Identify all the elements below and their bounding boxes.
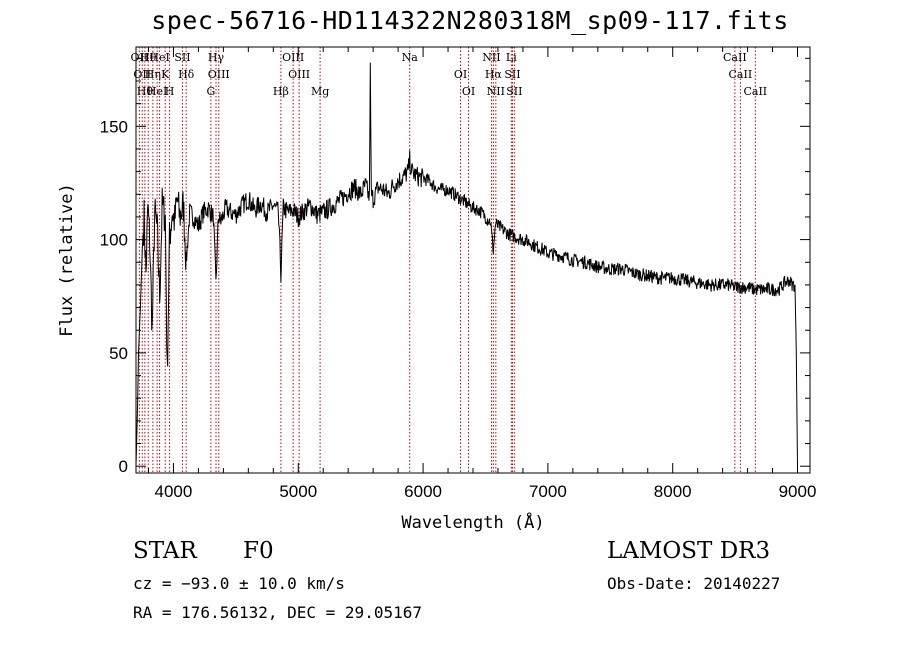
line-marker-label: SII [504, 68, 520, 81]
y-axis: 0 50 100 150 [100, 57, 810, 476]
line-marker-label: CaII [743, 85, 767, 98]
x-tick-label: 5000 [279, 482, 317, 501]
x-tick-label: 6000 [404, 482, 442, 501]
line-marker-label: OIII [288, 68, 310, 81]
object-subclass: F0 [243, 538, 274, 564]
y-tick-label: 100 [100, 231, 128, 250]
line-marker-label: CaII [729, 68, 753, 81]
line-marker-label: H [165, 85, 175, 98]
redshift-readout: cz = −93.0 ± 10.0 km/s [133, 574, 345, 593]
spectrum-line [135, 62, 798, 467]
x-tick-label: 7000 [529, 482, 567, 501]
line-marker-label: CaII [723, 51, 747, 64]
line-marker-label: OII [133, 68, 151, 81]
coordinates-readout: RA = 176.56132, DEC = 29.05167 [133, 603, 422, 622]
x-axis-label: Wavelength (Å) [401, 511, 544, 533]
line-marker-labels: OIIOIIHθHθHηHeIHeIKHSIIHδGHγOIIIHβOIIIOI… [131, 51, 768, 98]
line-marker-label: OIII [208, 68, 230, 81]
x-axis: 4000 5000 6000 7000 8000 9000 [147, 47, 817, 501]
line-marker-label: Li [506, 51, 517, 64]
x-tick-label: 4000 [155, 482, 193, 501]
line-marker-label: SII [174, 51, 190, 64]
line-marker-label: NII [487, 85, 505, 98]
y-tick-label: 0 [119, 457, 128, 476]
line-marker-label: Mg [311, 85, 329, 98]
line-marker-label: Hβ [273, 85, 289, 98]
line-marker-label: OII [131, 51, 149, 64]
line-marker-label: NII [482, 51, 500, 64]
line-marker-label: OI [454, 68, 467, 81]
line-marker-label: SII [506, 85, 522, 98]
line-marker-label: Na [402, 51, 419, 64]
line-marker-label: OI [462, 85, 475, 98]
line-marker-label: K [161, 68, 170, 81]
line-markers [138, 47, 756, 473]
line-marker-label: HeI [147, 85, 167, 98]
line-marker-label: G [206, 85, 215, 98]
line-marker-label: Hδ [178, 68, 195, 81]
line-marker-label: Hη [145, 68, 161, 81]
y-tick-label: 50 [109, 344, 128, 363]
observation-date: Obs-Date: 20140227 [607, 574, 781, 593]
chart-title: spec-56716-HD114322N280318M_sp09-117.fit… [151, 6, 789, 35]
line-marker-label: Hθ [137, 85, 154, 98]
line-marker-label: Hγ [208, 51, 225, 64]
line-marker-label: HeI [149, 51, 169, 64]
line-marker-label: Hθ [140, 51, 157, 64]
x-tick-label: 8000 [654, 482, 692, 501]
y-tick-label: 150 [100, 117, 128, 136]
x-tick-label: 9000 [779, 482, 817, 501]
object-class: STAR [133, 538, 197, 564]
y-axis-label: Flux (relative) [57, 183, 77, 337]
line-marker-label: Hα [485, 68, 503, 81]
line-marker-label: OIII [282, 51, 304, 64]
survey-name: LAMOST DR3 [607, 538, 771, 564]
plot-frame [135, 46, 811, 474]
